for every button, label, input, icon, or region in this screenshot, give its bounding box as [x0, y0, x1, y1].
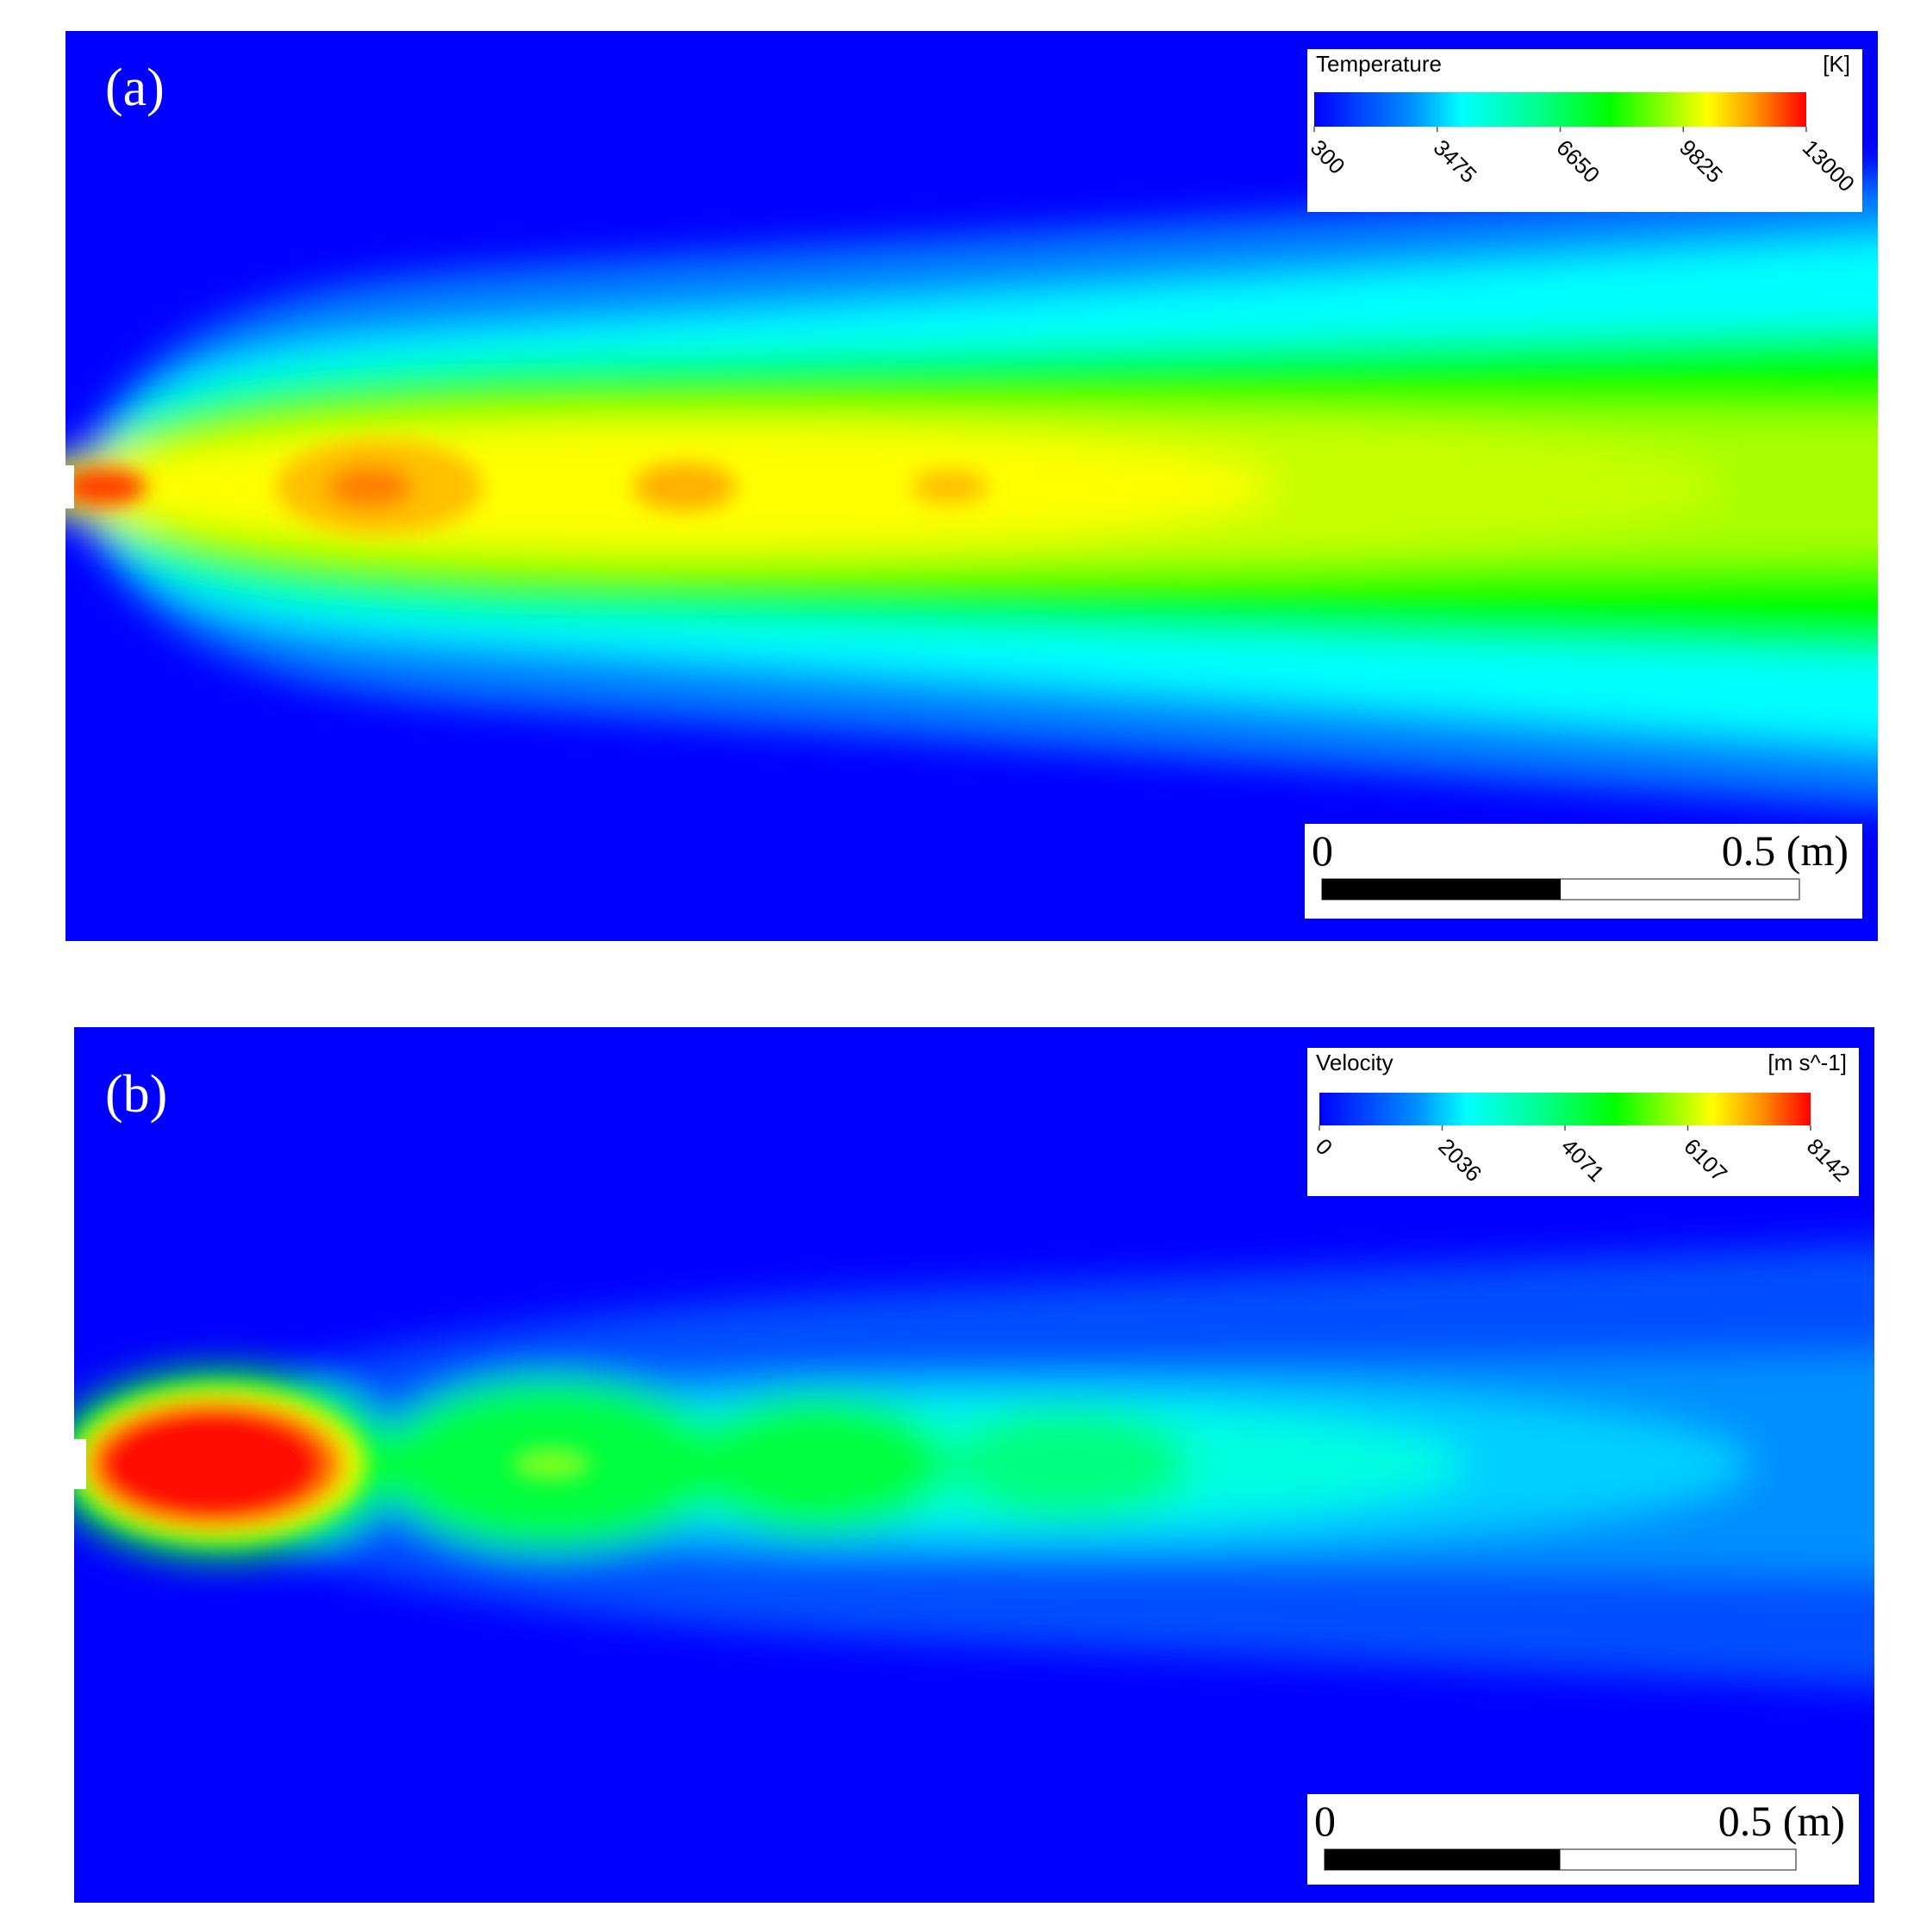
velocity-field	[74, 1027, 1874, 1903]
scale-bar-end: 0.5 (m)	[1718, 1797, 1845, 1845]
colorbar-title: Velocity	[1316, 1050, 1393, 1075]
scale-bar-box	[1305, 824, 1862, 919]
scale-bar-fill	[1325, 1849, 1561, 1870]
colorbar-box	[1307, 49, 1862, 212]
colorbar-unit: [K]	[1823, 51, 1850, 77]
scale-bar-start: 0	[1312, 826, 1333, 875]
scale-bar-end: 0.5 (m)	[1722, 826, 1849, 875]
colorbar-unit: [m s^-1]	[1767, 1050, 1847, 1075]
colorbar-title: Temperature	[1316, 51, 1442, 77]
colorbar	[1314, 92, 1806, 127]
colorbar	[1319, 1093, 1811, 1125]
panel-label: (b)	[105, 1065, 167, 1124]
panel-label: (a)	[105, 59, 165, 117]
scale-bar-start: 0	[1314, 1797, 1336, 1845]
scale-bar-fill	[1322, 879, 1561, 900]
